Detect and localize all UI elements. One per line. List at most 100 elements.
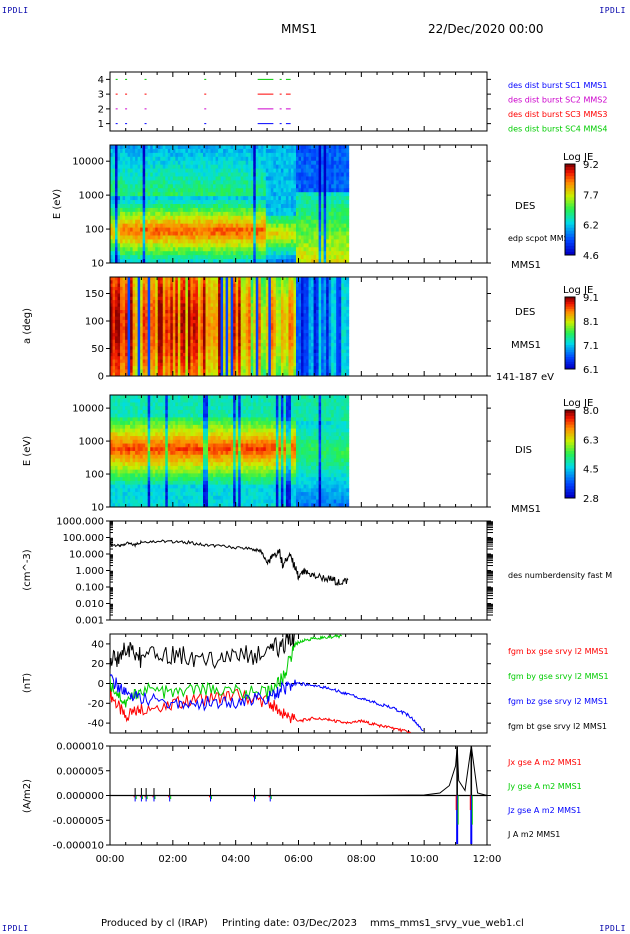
des-energy-heatmap-cell [235, 255, 239, 260]
des-pitch-heatmap-cell [265, 346, 269, 350]
des-energy-heatmap-cell [172, 247, 176, 252]
des-energy-heatmap-cell [180, 184, 184, 189]
des-energy-heatmap-cell [117, 176, 121, 181]
des-energy-heatmap-cell [120, 211, 123, 217]
des-pitch-heatmap-cell [182, 316, 186, 321]
des-pitch-heatmap-cell [200, 296, 204, 301]
des-energy-heatmap-cell [333, 200, 337, 205]
des-energy-heatmap-cell [273, 204, 277, 209]
des-energy-heatmap-cell [245, 148, 249, 154]
des-pitch-heatmap-cell [177, 300, 181, 304]
des-energy-heatmap-cell [177, 247, 181, 252]
des-energy-heatmap-cell [278, 156, 282, 162]
des-energy-heatmap-cell [218, 168, 221, 173]
des-pitch-heatmap-cell [122, 283, 126, 288]
des-energy-heatmap-cell [110, 156, 113, 162]
des-energy-heatmap-cell [147, 176, 151, 181]
des-pitch-heatmap-cell [175, 300, 179, 304]
des-pitch-heatmap-cell [215, 290, 219, 294]
des-pitch-heatmap-cell [112, 339, 116, 344]
des-energy-heatmap-cell [150, 168, 154, 173]
des-energy-heatmap-cell [290, 164, 294, 169]
des-pitch-heatmap-cell [127, 343, 131, 347]
des-energy-heatmap-cell [147, 196, 151, 201]
des-pitch-heatmap-cell [165, 290, 169, 294]
des-energy-heatmap-cell [321, 164, 325, 169]
des-energy-heatmap-cell [280, 160, 284, 166]
des-energy-heatmap-cell [275, 200, 279, 205]
des-energy-heatmap-cell [280, 192, 284, 197]
des-energy-heatmap-cell [185, 239, 189, 244]
des-energy-heatmap-cell [177, 207, 181, 213]
des-energy-heatmap-cell [172, 215, 176, 221]
des-energy-heatmap-cell [263, 156, 267, 162]
des-pitch-heatmap-cell [110, 303, 113, 308]
des-pitch-heatmap-cell [240, 336, 244, 341]
des-energy-colorbar-swatch [565, 206, 575, 210]
des-energy-heatmap-cell [341, 176, 345, 181]
des-pitch-heatmap-cell [265, 323, 269, 327]
des-pitch-heatmap-cell [265, 326, 269, 331]
des-pitch-heatmap-cell [147, 346, 151, 350]
des-pitch-heatmap-cell [162, 300, 166, 304]
des-energy-heatmap-cell [167, 259, 171, 264]
des-energy-heatmap-cell [177, 184, 181, 189]
des-pitch-heatmap-cell [185, 286, 189, 291]
des-energy-heatmap-cell [197, 145, 201, 150]
des-energy-heatmap-cell [215, 168, 219, 173]
des-energy-heatmap-cell [142, 227, 146, 232]
des-energy-heatmap-cell [167, 176, 171, 181]
des-pitch-heatmap-cell [213, 303, 216, 308]
des-energy-heatmap-cell [336, 219, 340, 225]
des-energy-heatmap-cell [268, 148, 272, 154]
des-energy-heatmap-cell [260, 239, 264, 244]
des-energy-heatmap-cell [160, 148, 164, 154]
des-pitch-heatmap-cell [125, 300, 128, 304]
des-energy-heatmap-cell [170, 235, 174, 240]
des-pitch-heatmap-cell [152, 349, 156, 354]
des-pitch-heatmap-cell [218, 310, 221, 314]
des-energy-colorbar-swatch [565, 170, 575, 174]
des-pitch-heatmap-cell [240, 290, 244, 294]
des-energy-heatmap-cell [137, 168, 141, 173]
des-energy-heatmap-cell [308, 152, 312, 158]
des-energy-heatmap-cell [346, 211, 350, 217]
des-energy-heatmap-cell [150, 204, 154, 209]
des-energy-heatmap-cell [326, 227, 330, 232]
des-energy-heatmap-cell [132, 152, 136, 158]
des-energy-heatmap-cell [308, 184, 312, 189]
des-pitch-heatmap-cell [233, 349, 237, 354]
des-energy-heatmap-cell [308, 145, 312, 150]
des-pitch-heatmap-cell [125, 306, 128, 311]
des-energy-heatmap-cell [278, 172, 282, 177]
des-pitch-heatmap-cell [238, 352, 242, 357]
des-energy-heatmap-cell [142, 152, 146, 158]
des-energy-heatmap-cell [283, 172, 287, 177]
des-energy-heatmap-cell [333, 211, 337, 217]
des-energy-heatmap-cell [263, 145, 267, 150]
des-pitch-heatmap-cell [150, 343, 154, 347]
des-energy-heatmap-cell [117, 247, 121, 252]
des-energy-heatmap-cell [235, 251, 239, 256]
des-energy-heatmap-cell [155, 168, 159, 173]
des-pitch-heatmap-cell [258, 300, 262, 304]
des-energy-heatmap-cell [152, 211, 156, 217]
des-energy-heatmap-cell [137, 211, 141, 217]
des-energy-heatmap-cell [162, 251, 166, 256]
des-energy-heatmap-cell [323, 215, 327, 221]
des-energy-heatmap-cell [165, 239, 169, 244]
des-pitch-heatmap-cell [235, 316, 239, 321]
des-energy-heatmap-cell [230, 223, 234, 228]
des-pitch-heatmap-cell [185, 326, 189, 331]
des-pitch-heatmap-cell [127, 286, 131, 291]
des-pitch-heatmap-cell [142, 369, 146, 374]
des-pitch-heatmap-cell [218, 356, 221, 360]
des-energy-heatmap-cell [331, 255, 335, 260]
des-energy-heatmap-cell [228, 247, 232, 252]
des-energy-heatmap-cell [162, 160, 166, 166]
des-pitch-heatmap-cell [197, 283, 201, 288]
des-energy-heatmap-cell [295, 192, 299, 197]
des-pitch-heatmap-cell [167, 343, 171, 347]
des-energy-heatmap-cell [298, 231, 302, 236]
des-energy-heatmap-cell [311, 211, 314, 217]
